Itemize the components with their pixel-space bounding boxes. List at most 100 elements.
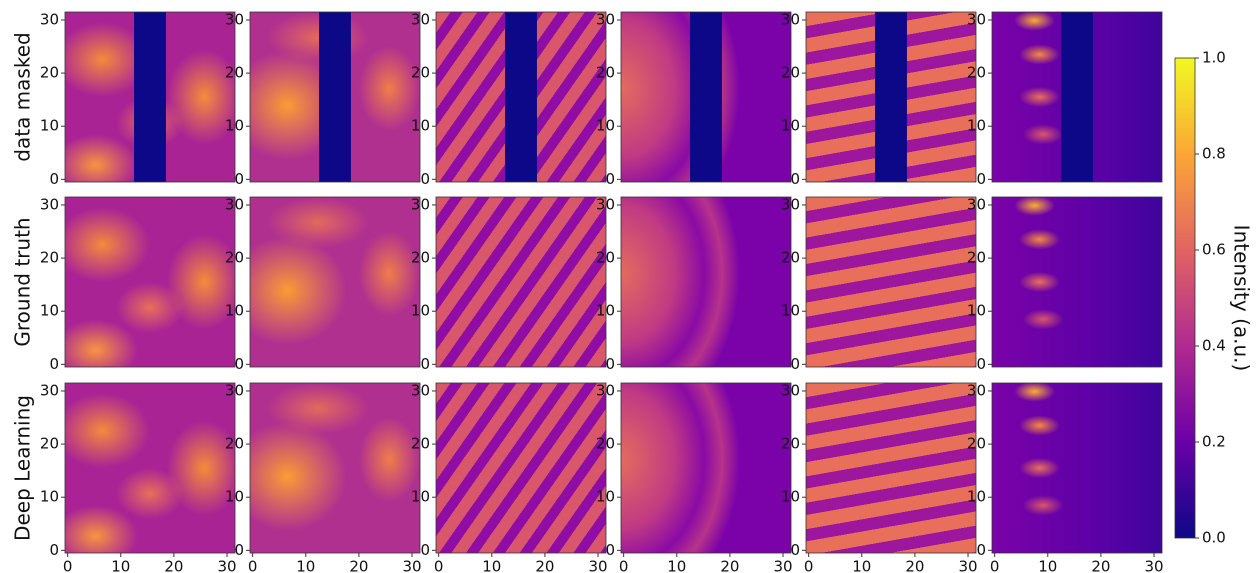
y-tick-label: 0 (234, 541, 244, 559)
panel-frame (992, 197, 1162, 367)
mask (134, 12, 166, 182)
chart: data masked01020300102030010203001020300… (0, 0, 1257, 573)
y-tick-label: 0 (49, 541, 59, 559)
y-tick-label: 10 (781, 488, 800, 506)
panel-frame (992, 383, 1162, 553)
y-tick-label: 10 (596, 117, 615, 135)
y-tick-label: 0 (49, 170, 59, 188)
figure: data masked01020300102030010203001020300… (0, 0, 1257, 573)
y-tick-label: 30 (40, 195, 59, 213)
y-tick-label: 10 (40, 117, 59, 135)
y-tick-label: 0 (790, 355, 800, 373)
y-tick-label: 30 (411, 195, 430, 213)
y-tick-label: 20 (40, 435, 59, 453)
x-tick-label: 0 (619, 558, 629, 573)
x-tick-label: 30 (1144, 558, 1163, 573)
panel-frame (621, 383, 791, 553)
x-tick-label: 10 (482, 558, 501, 573)
colorbar-tick-label: 0.8 (1202, 145, 1226, 163)
colorbar-tick-label: 0.0 (1202, 529, 1226, 547)
y-tick-label: 0 (49, 355, 59, 373)
y-tick-label: 30 (967, 381, 986, 399)
y-tick-label: 30 (781, 195, 800, 213)
y-tick-label: 0 (976, 541, 986, 559)
y-tick-label: 0 (420, 541, 430, 559)
x-tick-label: 0 (63, 558, 73, 573)
y-tick-label: 0 (976, 355, 986, 373)
mask (319, 12, 351, 182)
y-tick-label: 20 (967, 64, 986, 82)
y-tick-label: 20 (596, 64, 615, 82)
x-tick-label: 0 (434, 558, 444, 573)
x-tick-label: 20 (720, 558, 739, 573)
y-tick-label: 30 (596, 10, 615, 28)
x-tick-label: 0 (248, 558, 258, 573)
mask (875, 12, 907, 182)
x-tick-label: 30 (588, 558, 607, 573)
y-tick-label: 10 (967, 488, 986, 506)
panel-frame (65, 383, 235, 553)
y-tick-label: 0 (234, 355, 244, 373)
y-tick-label: 10 (596, 302, 615, 320)
x-tick-label: 0 (990, 558, 1000, 573)
mask (505, 12, 537, 182)
y-tick-label: 10 (596, 488, 615, 506)
y-tick-label: 30 (225, 381, 244, 399)
panel-frame (436, 383, 606, 553)
colorbar-tick-label: 0.6 (1202, 241, 1226, 259)
y-tick-label: 20 (596, 435, 615, 453)
y-tick-label: 20 (411, 249, 430, 267)
y-tick-label: 10 (411, 302, 430, 320)
y-tick-label: 0 (234, 170, 244, 188)
x-tick-label: 30 (402, 558, 421, 573)
y-tick-label: 0 (790, 170, 800, 188)
y-tick-label: 0 (605, 170, 615, 188)
y-tick-label: 30 (967, 10, 986, 28)
y-tick-label: 20 (225, 435, 244, 453)
y-tick-label: 0 (420, 355, 430, 373)
y-tick-label: 30 (967, 195, 986, 213)
y-tick-label: 20 (967, 249, 986, 267)
y-tick-label: 20 (781, 435, 800, 453)
x-tick-label: 20 (164, 558, 183, 573)
y-tick-label: 0 (790, 541, 800, 559)
y-tick-label: 10 (225, 302, 244, 320)
y-tick-label: 10 (967, 302, 986, 320)
y-tick-label: 0 (605, 541, 615, 559)
colorbar-label: Intensity (a.u.) (1230, 225, 1254, 372)
y-tick-label: 10 (967, 117, 986, 135)
y-tick-label: 30 (596, 381, 615, 399)
row-label: Ground truth (11, 217, 35, 346)
panel-frame (436, 197, 606, 367)
y-tick-label: 0 (420, 170, 430, 188)
y-tick-label: 20 (225, 64, 244, 82)
panel-frame (806, 197, 976, 367)
x-tick-label: 30 (773, 558, 792, 573)
x-tick-label: 20 (905, 558, 924, 573)
y-tick-label: 20 (225, 249, 244, 267)
x-tick-label: 10 (852, 558, 871, 573)
y-tick-label: 0 (605, 355, 615, 373)
y-tick-label: 30 (411, 381, 430, 399)
y-tick-label: 0 (976, 170, 986, 188)
panel-frame (65, 197, 235, 367)
y-tick-label: 10 (40, 488, 59, 506)
colorbar (1175, 58, 1195, 538)
y-tick-label: 20 (411, 64, 430, 82)
y-tick-label: 20 (40, 249, 59, 267)
panel-frame (621, 197, 791, 367)
x-tick-label: 0 (804, 558, 814, 573)
y-tick-label: 30 (40, 10, 59, 28)
x-tick-label: 20 (1091, 558, 1110, 573)
x-tick-label: 10 (667, 558, 686, 573)
y-tick-label: 30 (781, 10, 800, 28)
y-tick-label: 30 (40, 381, 59, 399)
x-tick-label: 30 (217, 558, 236, 573)
y-tick-label: 20 (967, 435, 986, 453)
row-label: data masked (11, 32, 35, 161)
x-tick-label: 10 (296, 558, 315, 573)
panel-frame (806, 383, 976, 553)
x-tick-label: 30 (958, 558, 977, 573)
y-tick-label: 30 (596, 195, 615, 213)
row-label: Deep Learning (11, 395, 35, 541)
